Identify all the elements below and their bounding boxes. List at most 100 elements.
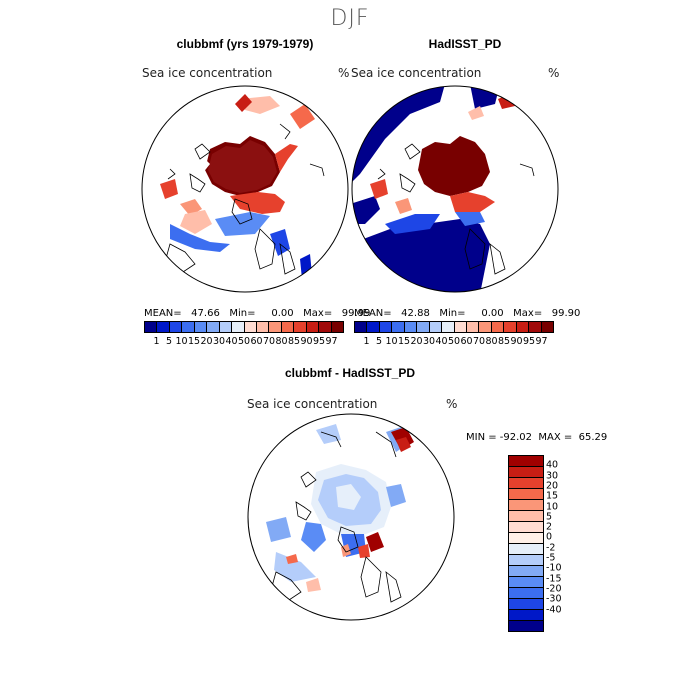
panel2-colorbar-tick-label: 50 <box>447 336 461 347</box>
diff-colorbar-swatch <box>509 522 543 533</box>
panel1-colorbar-swatch <box>207 322 220 332</box>
panel2-colorbar-swatch <box>454 322 467 332</box>
panel1-variable-label: Sea ice concentration <box>142 66 273 80</box>
panel2-colorbar-swatch <box>417 322 430 332</box>
panel2-colorbar-tick-label: 40 <box>435 336 448 347</box>
diff-colorbar-tick-label: -40 <box>546 604 562 615</box>
panel1-colorbar-tick-label: 20 <box>200 336 213 347</box>
panel2-colorbar-swatch <box>529 322 542 332</box>
diff-colorbar-swatch <box>509 555 543 566</box>
panel1-colorbar-swatch <box>331 322 343 332</box>
panel1-title: clubbmf (yrs 1979-1979) <box>176 37 314 51</box>
panel2-colorbar-swatch <box>429 322 443 332</box>
diff-colorbar-swatch <box>509 511 543 522</box>
diff-colorbar-tick-label: 2 <box>546 521 553 533</box>
panel2-variable-label: Sea ice concentration <box>351 66 482 80</box>
panel2-colorbar-swatch <box>442 322 455 332</box>
diff-minmax: MIN = -92.02 MAX = 65.29 <box>466 432 608 443</box>
panel2-colorbar-tick-label: 30 <box>422 336 436 347</box>
panel2-colorbar-tick-label: 20 <box>410 336 423 347</box>
panel2-colorbar-tick-label: 70 <box>472 336 486 347</box>
panel1-colorbar-tick-label: 95 <box>312 336 326 347</box>
panel2-colorbar-tick-label: 80 <box>485 336 498 347</box>
panel2-colorbar-swatch <box>466 322 480 332</box>
diff-colorbar-tick-label: 0 <box>546 531 553 543</box>
panel2-colorbar <box>354 321 554 333</box>
diff-colorbar-swatch <box>509 588 543 599</box>
diff-colorbar-tick-label: -20 <box>546 583 562 595</box>
panel1-colorbar <box>144 321 344 333</box>
panel2-colorbar-swatch <box>355 322 368 332</box>
panel1-colorbar-swatch <box>281 322 295 332</box>
diff-colorbar-tick-label: 15 <box>546 490 559 502</box>
diff-panel-unit-label: % <box>446 397 458 411</box>
panel1-colorbar-tick-label: 5 <box>165 336 173 347</box>
panel1-colorbar-swatch <box>157 322 170 332</box>
panel2-colorbar-swatch <box>516 322 530 332</box>
panel1-colorbar-swatch <box>319 322 332 332</box>
panel2-colorbar-swatch <box>379 322 393 332</box>
diff-colorbar-tick-label: 5 <box>546 511 553 523</box>
diff-colorbar <box>508 455 544 632</box>
diff-colorbar-tick-label: 30 <box>546 470 559 482</box>
panel1-colorbar-tick-label: 50 <box>237 336 251 347</box>
panel2-colorbar-ticks: 1 5 10 15 20 30 40 50 60 70 80 85 90 95 97 <box>354 336 554 348</box>
panel1-colorbar-tick-label: 90 <box>300 336 313 347</box>
panel1-colorbar-tick-label: 80 <box>275 336 288 347</box>
diff-colorbar-tick-label: -10 <box>546 562 562 574</box>
panel1-colorbar-swatch <box>306 322 320 332</box>
diff-polar-map <box>247 413 455 621</box>
panel1-colorbar-tick-label: 30 <box>212 336 226 347</box>
diff-colorbar-tick-label: 10 <box>546 501 559 512</box>
panel2-colorbar-tick-label: 60 <box>460 336 473 347</box>
diff-colorbar-tick-label: -5 <box>546 552 556 564</box>
diff-colorbar-swatch <box>509 577 543 588</box>
panel2-colorbar-tick-label: 1 <box>363 336 370 347</box>
panel2-colorbar-swatch <box>491 322 505 332</box>
panel2-stats: MEAN= 42.88 Min= 0.00 Max= 99.90 <box>354 308 581 319</box>
panel1-colorbar-swatch <box>219 322 233 332</box>
panel2-colorbar-tick-label: 15 <box>397 336 411 347</box>
diff-colorbar-ticks: 40 30 20 15 10 5 2 0 -2 -5 -10 -15 -20 -30 -40 <box>546 455 576 620</box>
panel1-colorbar-tick-label: 1 <box>153 336 160 347</box>
panel2-colorbar-tick-label: 85 <box>497 336 511 347</box>
panel2-colorbar-swatch <box>367 322 380 332</box>
panel1-colorbar-swatch <box>256 322 270 332</box>
diff-colorbar-swatch <box>509 621 543 631</box>
diff-colorbar-swatch <box>509 500 543 511</box>
diff-colorbar-tick-label: -15 <box>546 573 562 585</box>
diff-colorbar-swatch <box>509 533 543 544</box>
diff-colorbar-tick-label: -30 <box>546 593 562 605</box>
panel1-colorbar-tick-label: 70 <box>262 336 276 347</box>
panel2-colorbar-swatch <box>404 322 418 332</box>
panel1-colorbar-tick-label: 15 <box>187 336 201 347</box>
panel1-colorbar-swatch <box>294 322 307 332</box>
panel1-colorbar-tick-label: 40 <box>225 336 238 347</box>
panel1-colorbar-swatch <box>169 322 183 332</box>
panel1-unit-label: % <box>338 66 350 80</box>
panel1-colorbar-swatch <box>145 322 158 332</box>
panel1-polar-map <box>141 85 349 293</box>
panel1-colorbar-swatch <box>244 322 257 332</box>
diff-panel-title: clubbmf - HadISST_PD <box>284 366 415 380</box>
panel2-colorbar-tick-label: 97 <box>535 336 548 347</box>
panel2-colorbar-tick-label: 90 <box>510 336 523 347</box>
diff-colorbar-swatch <box>509 544 543 555</box>
panel1-colorbar-ticks: 1 5 10 15 20 30 40 50 60 70 80 85 90 95 97 <box>144 336 344 348</box>
diff-colorbar-swatch <box>509 489 543 500</box>
panel1-colorbar-tick-label: 85 <box>287 336 301 347</box>
season-title: DJF <box>330 6 370 31</box>
diff-colorbar-swatch <box>509 599 543 610</box>
diff-colorbar-swatch <box>509 610 543 621</box>
panel1-colorbar-swatch <box>232 322 245 332</box>
panel2-colorbar-tick-label: 10 <box>385 336 398 347</box>
diff-panel-variable-label: Sea ice concentration <box>247 397 378 411</box>
diff-colorbar-swatch <box>509 456 543 467</box>
panel2-unit-label: % <box>548 66 560 80</box>
diff-colorbar-tick-label: -2 <box>546 542 556 554</box>
panel2-colorbar-swatch <box>504 322 517 332</box>
panel2-title: HadISST_PD <box>428 37 502 51</box>
diff-colorbar-tick-label: 20 <box>546 480 559 492</box>
panel1-colorbar-tick-label: 10 <box>175 336 188 347</box>
panel1-colorbar-swatch <box>182 322 195 332</box>
